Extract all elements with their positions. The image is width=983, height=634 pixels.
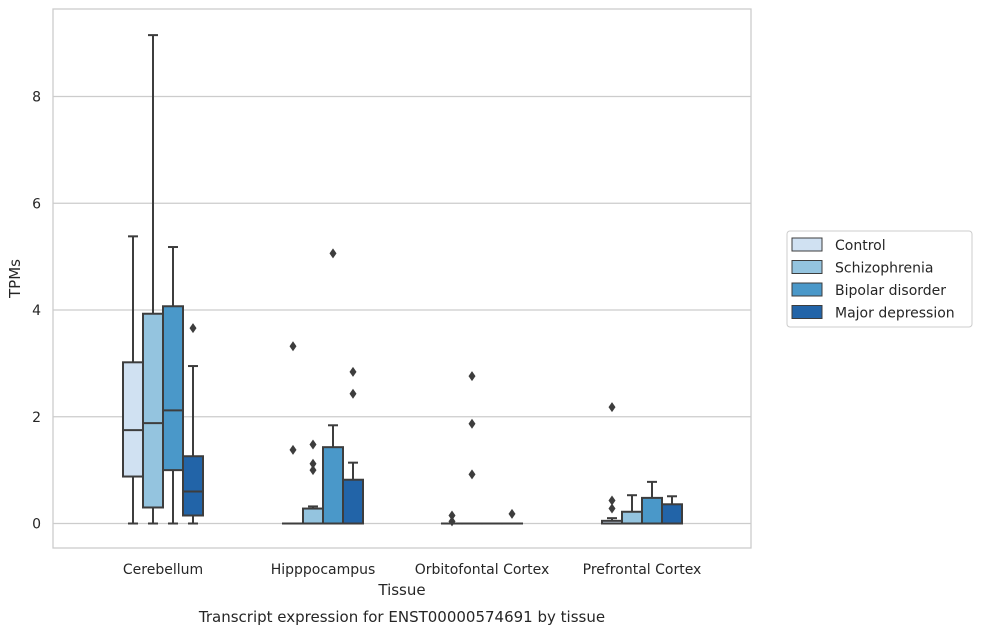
y-axis-label: TPMs <box>6 259 24 299</box>
legend-label: Schizophrenia <box>835 261 933 277</box>
x-tick-label: Orbitofontal Cortex <box>415 562 550 578</box>
legend-swatch <box>791 260 823 274</box>
box-iqr <box>142 312 164 509</box>
box-control <box>282 341 304 525</box>
box-iqr <box>182 455 204 517</box>
outlier-point <box>608 503 616 514</box>
box-iqr <box>342 478 364 525</box>
outlier-point <box>329 248 337 259</box>
x-tick-label: Cerebellum <box>123 562 203 578</box>
legend-swatch <box>791 305 823 319</box>
x-axis-ticks: Cerebellum Hipppocampus Orbitofontal Corte… <box>123 562 701 578</box>
outlier-point <box>468 418 476 429</box>
box-iqr <box>621 510 643 525</box>
box-bipolar-disorder <box>162 246 184 525</box>
outlier-point <box>468 469 476 480</box>
legend-label: Control <box>835 238 886 254</box>
legend-frame <box>786 230 973 328</box>
chart-title: Transcript expression for ENST0000057469… <box>198 608 605 626</box>
outlier-point <box>608 495 616 506</box>
box-iqr <box>302 507 324 525</box>
legend-swatch <box>791 282 823 297</box>
y-tick-label: 8 <box>32 90 41 106</box>
y-tick-label: 2 <box>32 410 41 426</box>
x-tick-label: Prefrontal Cortex <box>583 562 702 578</box>
outlier-point <box>309 458 317 469</box>
x-tick-label: Hipppocampus <box>271 562 376 578</box>
box-control <box>601 402 623 525</box>
outlier-point <box>189 323 197 334</box>
box-bipolar-disorder <box>322 248 344 525</box>
y-tick-label: 6 <box>32 196 41 212</box>
outlier-point <box>349 388 357 399</box>
outlier-point <box>608 402 616 413</box>
box-schizophrenia <box>621 494 643 525</box>
box-schizophrenia <box>302 439 324 525</box>
legend-label: Major depression <box>835 306 955 322</box>
box-iqr <box>122 361 144 478</box>
legend-swatch <box>791 237 823 252</box>
box-iqr <box>162 305 184 472</box>
box-major-depression <box>342 366 364 525</box>
legend-label: Bipolar disorder <box>835 283 946 299</box>
outlier-point <box>468 371 476 382</box>
box-iqr <box>661 503 683 525</box>
outlier-point <box>309 465 317 476</box>
outlier-point <box>508 508 516 519</box>
x-axis-label: Tissue <box>377 581 425 599</box>
outlier-point <box>289 444 297 455</box>
box-control <box>122 235 144 525</box>
y-tick-label: 0 <box>32 517 41 533</box>
outlier-point <box>289 341 297 352</box>
outlier-point <box>448 516 456 527</box>
outlier-point <box>309 439 317 450</box>
box-iqr <box>322 446 344 525</box>
outlier-point <box>448 510 456 521</box>
box-series <box>122 34 683 527</box>
plot-area-frame <box>52 8 752 549</box>
box-bipolar-disorder <box>641 480 663 525</box>
y-tick-label: 4 <box>32 303 41 319</box>
box-schizophrenia <box>142 34 164 525</box>
box-control <box>441 510 463 527</box>
box-major-depression <box>501 508 523 525</box>
box-major-depression <box>182 323 204 525</box>
y-axis-ticks: 0 2 4 6 8 <box>32 90 41 533</box>
box-iqr <box>641 496 663 525</box>
outlier-point <box>349 366 357 377</box>
box-major-depression <box>661 495 683 525</box>
box-schizophrenia <box>461 371 483 525</box>
legend: Control Schizophrenia Bipolar disorder Majo… <box>786 230 973 328</box>
